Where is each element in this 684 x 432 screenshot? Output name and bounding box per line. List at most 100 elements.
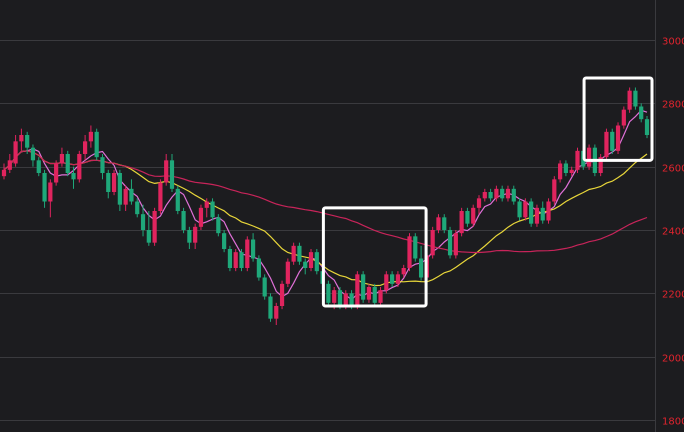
candle-body	[413, 236, 418, 259]
candle-body	[343, 293, 348, 306]
candle	[621, 106, 626, 129]
candle	[517, 198, 522, 221]
candle-body	[459, 211, 464, 234]
candle	[326, 280, 331, 306]
moving-average-line	[3, 109, 648, 301]
candle	[615, 122, 621, 154]
candle-body	[88, 131, 93, 142]
candle-body	[511, 188, 516, 202]
candle-body	[181, 211, 186, 230]
candle-body	[19, 135, 24, 142]
candle	[482, 188, 487, 202]
candle-body	[453, 233, 458, 256]
candle	[129, 179, 134, 205]
candle	[59, 147, 65, 167]
candle	[540, 201, 545, 224]
candle	[77, 150, 82, 183]
candle	[598, 154, 603, 177]
candle	[575, 147, 580, 173]
candle-body	[552, 179, 557, 202]
y-tick-label: 2400	[662, 227, 684, 238]
candle	[314, 249, 319, 275]
candle-body	[140, 214, 146, 230]
candle-body	[558, 163, 563, 180]
candle-body	[204, 201, 209, 208]
candle	[285, 258, 290, 287]
candle-body	[54, 163, 59, 183]
candle-body	[610, 131, 615, 151]
candle-body	[488, 192, 493, 199]
candle	[644, 116, 650, 139]
candle	[401, 264, 406, 278]
candle-body	[25, 135, 30, 148]
candle-body	[361, 274, 366, 300]
candle	[639, 103, 644, 123]
candle	[384, 271, 389, 294]
candle-body	[534, 207, 540, 224]
candle	[48, 179, 53, 218]
candle-body	[245, 239, 250, 268]
candle	[239, 249, 244, 272]
candle-body	[291, 245, 296, 262]
candle	[303, 258, 308, 275]
candle	[42, 169, 47, 208]
candle-body	[187, 230, 192, 243]
candle	[204, 198, 209, 218]
candle-body	[222, 233, 227, 249]
moving-average-line	[3, 150, 648, 254]
candle	[216, 214, 221, 237]
candle-body	[355, 274, 360, 306]
candle	[361, 271, 366, 303]
candle-body	[372, 287, 377, 303]
candle-body	[366, 287, 372, 300]
candle-body	[598, 157, 603, 173]
candle	[505, 185, 511, 202]
candle	[13, 135, 18, 167]
candle-body	[239, 252, 244, 268]
candle-body	[621, 109, 626, 126]
candle-body	[407, 236, 412, 268]
candle-body	[30, 147, 36, 161]
candle-body	[378, 290, 383, 303]
candle	[198, 204, 204, 230]
candle-body	[633, 90, 638, 107]
candle-body	[482, 192, 487, 199]
candle-body	[447, 230, 453, 256]
candle-body	[517, 201, 522, 218]
candle-body	[395, 274, 401, 284]
candle	[471, 204, 476, 227]
candle	[250, 233, 256, 262]
candle-body	[639, 106, 644, 120]
candle-body	[349, 293, 354, 306]
y-tick-labels: 1800 2000 2200 2400 2600 2800 3000	[662, 37, 684, 428]
candle-body	[158, 182, 163, 211]
y-tick-label: 3000	[662, 37, 684, 48]
candle-body	[523, 201, 528, 218]
candle	[523, 198, 528, 221]
candle	[488, 188, 493, 202]
candle-body	[106, 173, 111, 192]
candle-body	[436, 217, 441, 230]
candle	[569, 166, 574, 177]
candle-body	[627, 90, 632, 110]
candle-body	[250, 239, 256, 259]
candle	[453, 230, 458, 259]
candle	[222, 230, 227, 253]
candle	[563, 160, 569, 177]
candle	[395, 271, 401, 287]
candle-body	[117, 173, 122, 205]
candle	[181, 207, 186, 234]
candle	[123, 185, 128, 211]
candle-body	[59, 154, 65, 164]
candle-body	[111, 173, 117, 192]
candle-body	[604, 131, 609, 158]
candle	[245, 236, 250, 272]
candle	[94, 128, 99, 161]
candle	[604, 128, 609, 161]
candle	[274, 302, 279, 325]
candles	[1, 87, 650, 325]
y-tick-label: 2200	[662, 290, 684, 301]
candle-body	[256, 258, 261, 278]
candle-body	[418, 258, 424, 278]
